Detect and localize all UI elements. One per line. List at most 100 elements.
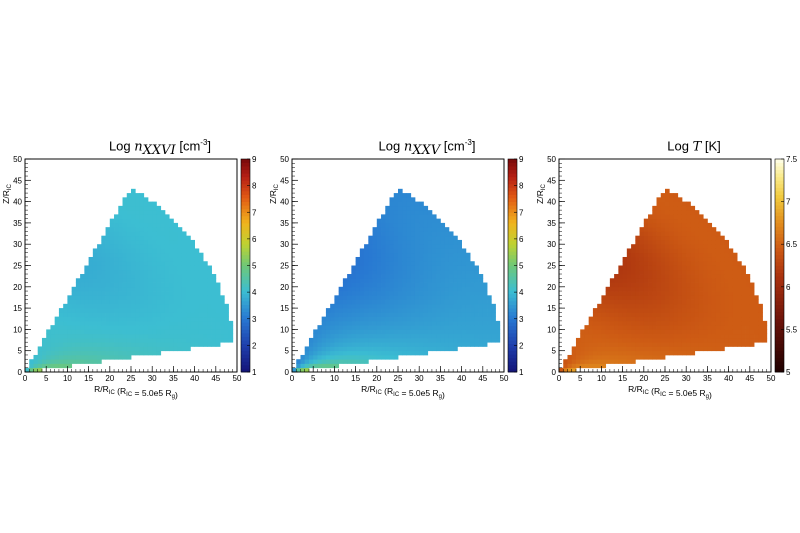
heatmap-cell — [359, 333, 365, 339]
heatmap-cell — [118, 239, 123, 245]
heatmap-cell — [122, 337, 128, 343]
heatmap-cell — [406, 201, 412, 207]
heatmap-cell — [656, 197, 662, 202]
colorbar-band — [775, 205, 784, 210]
heatmap-cell — [177, 303, 183, 309]
heatmap-cell — [342, 359, 348, 364]
panel-nxxvi: Log nXXVI [cm-3] 0 5 10 15 20 25 30 35 40 45 50 0 5 1… — [0, 128, 266, 400]
heatmap-cell — [698, 303, 704, 309]
heatmap-cell — [54, 346, 60, 352]
heatmap-cell — [135, 325, 140, 330]
heatmap-cell — [173, 312, 179, 318]
heatmap-cell — [88, 337, 94, 343]
heatmap-cell — [131, 218, 136, 224]
heatmap-cell — [347, 333, 352, 339]
heatmap-cell — [669, 308, 674, 313]
heatmap-cell — [71, 303, 77, 309]
heatmap-cell — [156, 320, 162, 326]
heatmap-cell — [372, 295, 378, 300]
heatmap-cell — [681, 222, 687, 228]
heatmap-cell — [592, 337, 598, 343]
heatmap-cell — [440, 244, 446, 249]
heatmap-cell — [351, 299, 356, 305]
heatmap-cell — [114, 295, 119, 300]
heatmap-cell — [398, 286, 403, 292]
heatmap-cell — [177, 278, 183, 283]
heatmap-cell — [126, 269, 132, 275]
heatmap-cell — [478, 282, 484, 288]
colorbar-band — [508, 180, 517, 185]
heatmap-cell — [109, 282, 115, 288]
heatmap-cell — [92, 286, 98, 292]
heatmap-cell — [118, 265, 123, 271]
heatmap-cell — [152, 282, 157, 288]
heatmap-cell — [707, 337, 713, 343]
heatmap-cell — [355, 303, 361, 309]
heatmap-cell — [474, 337, 479, 343]
heatmap-cell — [754, 320, 759, 326]
heatmap-cell — [440, 256, 446, 262]
heatmap-cell — [681, 350, 687, 356]
heatmap-cell — [681, 316, 687, 322]
heatmap-cell — [648, 274, 653, 279]
heatmap-cell — [571, 346, 577, 352]
heatmap-cell — [126, 325, 132, 330]
heatmap-cell — [198, 333, 204, 339]
heatmap-cell — [359, 248, 365, 254]
heatmap-cell — [427, 337, 433, 343]
heatmap-cell — [440, 265, 446, 271]
heatmap-cell — [338, 333, 344, 339]
heatmap-cell — [720, 329, 725, 335]
heatmap-cell — [669, 329, 674, 335]
heatmap-cell — [694, 303, 700, 309]
heatmap-cell — [639, 239, 645, 245]
heatmap-cell — [648, 286, 653, 292]
colorbar-band — [508, 162, 517, 167]
heatmap-cell — [681, 282, 687, 288]
heatmap-cell — [444, 346, 450, 352]
heatmap-cell — [673, 210, 679, 215]
heatmap-cell — [631, 278, 636, 283]
heatmap-cell — [635, 325, 640, 330]
heatmap-cell — [423, 205, 429, 211]
heatmap-cell — [381, 346, 386, 352]
heatmap-cell — [169, 316, 174, 322]
heatmap-cell — [601, 325, 607, 330]
heatmap-cell — [164, 227, 170, 232]
heatmap-cell — [457, 244, 462, 249]
heatmap-cell — [470, 308, 475, 313]
heatmap-cell — [143, 248, 149, 254]
heatmap-cell — [406, 256, 412, 262]
heatmap-cell — [457, 320, 462, 326]
heatmap-cell — [643, 278, 649, 283]
heatmap-cell — [131, 329, 136, 335]
heatmap-cell — [58, 359, 64, 364]
heatmap-cell — [181, 244, 187, 249]
heatmap-cell — [402, 248, 407, 254]
heatmap-cell — [639, 261, 645, 266]
y-tick-label: 40 — [547, 198, 556, 207]
heatmap-cell — [342, 286, 348, 292]
heatmap-cell — [694, 252, 700, 258]
heatmap-cell — [101, 329, 106, 335]
heatmap-cell — [381, 248, 386, 254]
heatmap-cell — [584, 359, 590, 364]
heatmap-cell — [381, 256, 386, 262]
colorbar-band — [775, 176, 784, 181]
heatmap-cell — [609, 354, 615, 360]
heatmap-cell — [190, 256, 195, 262]
heatmap-cell — [749, 325, 755, 330]
heatmap-cell — [351, 350, 356, 356]
heatmap-cell — [114, 354, 119, 360]
heatmap-cell — [715, 244, 721, 249]
heatmap-cell — [694, 218, 700, 224]
heatmap-cell — [652, 248, 657, 254]
heatmap-cell — [147, 286, 153, 292]
heatmap-cell — [381, 303, 386, 309]
heatmap-cell — [97, 354, 102, 360]
heatmap-cell — [338, 295, 344, 300]
heatmap-cell — [427, 286, 433, 292]
colorbar-band — [508, 159, 517, 163]
heatmap-cell — [135, 197, 140, 202]
heatmap-cell — [440, 286, 446, 292]
